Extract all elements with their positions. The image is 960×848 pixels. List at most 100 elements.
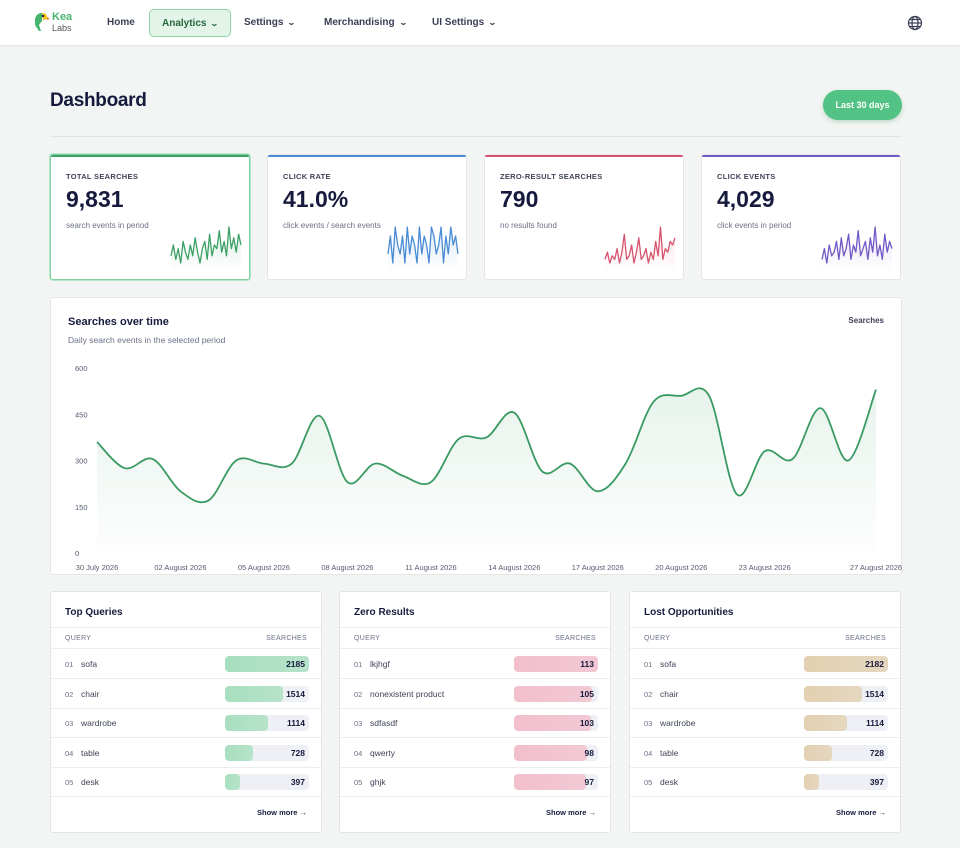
column-header-query: QUERY: [354, 635, 381, 642]
chevron-down-icon: ⌄: [398, 18, 408, 27]
table-row[interactable]: 02 nonexistent product 105: [340, 679, 610, 709]
logo-wordmark-top: Kea: [52, 11, 73, 23]
stat-subtext: click events in period: [717, 221, 792, 230]
searches-bar-fill: [514, 744, 587, 761]
x-tick-label: 27 August 2026: [850, 563, 902, 572]
stat-value: 4,029: [717, 186, 775, 212]
searches-line-chart[interactable]: 0 150 300 450 600 30 July 2026 02 August 2026 0…: [51, 298, 903, 576]
panel-title: Lost Opportunities: [644, 607, 734, 618]
stat-card-accent: [51, 155, 249, 157]
stat-card-total-searches[interactable]: TOTAL SEARCHES 9,831 search events in pe…: [50, 154, 250, 280]
sparkline-line: [821, 226, 893, 264]
table-row[interactable]: 03 wardrobe 1114: [51, 708, 321, 738]
nav-ui-settings[interactable]: UI Settings ⌄: [420, 9, 508, 37]
table-row[interactable]: 02 chair 1514: [51, 679, 321, 709]
parrot-logo-icon: [35, 13, 50, 31]
searches-count: 103: [579, 718, 594, 728]
sparkline: [604, 226, 676, 271]
table-row[interactable]: 01 lkjhgf 113: [340, 649, 610, 679]
searches-bar-fill: [804, 656, 888, 672]
row-index: 05: [65, 778, 74, 787]
table-row[interactable]: 05 ghjk 97: [340, 767, 610, 797]
show-more-link[interactable]: Show more →: [545, 808, 596, 817]
table-row[interactable]: 04 qwerty 98: [340, 738, 610, 768]
searches-bar-fill: [804, 715, 847, 731]
row-index: 04: [644, 748, 653, 758]
stat-card-click-events[interactable]: CLICK EVENTS 4,029 click events in perio…: [701, 154, 901, 280]
query-text: lkjhgf: [370, 659, 390, 669]
sparkline: [387, 226, 459, 271]
sparkline-line: [604, 226, 676, 264]
stat-value: 41.0%: [283, 186, 349, 212]
query-text: nonexistent product: [370, 688, 445, 699]
stat-card-click-rate[interactable]: CLICK RATE 41.0% click events / search e…: [267, 154, 467, 280]
query-text: qwerty: [370, 747, 396, 758]
column-header-searches: SEARCHES: [266, 635, 307, 642]
sparkline-line: [387, 226, 459, 264]
table-row[interactable]: 01 sofa 2182: [630, 649, 900, 679]
y-tick-label: 0: [75, 549, 79, 558]
searches-count: 728: [290, 747, 305, 758]
searches-bar-fill: [804, 774, 820, 790]
table-row[interactable]: 03 sdfasdf 103: [340, 708, 610, 738]
nav-analytics-label: Analytics: [162, 18, 207, 29]
searches-bar: 1114: [804, 715, 888, 731]
query-text: table: [81, 747, 100, 758]
nav-merchandising[interactable]: Merchandising ⌄: [312, 9, 418, 37]
query-text: sdfasdf: [370, 718, 398, 728]
chevron-down-icon: ⌄: [210, 19, 220, 28]
table-row[interactable]: 04 table 728: [630, 738, 900, 768]
table-row[interactable]: 05 desk 397: [630, 767, 900, 797]
nav-home[interactable]: Home: [95, 9, 147, 37]
show-more-link[interactable]: Show more →: [256, 808, 307, 817]
table-row[interactable]: 05 desk 397: [51, 767, 321, 797]
searches-series-line[interactable]: [96, 387, 877, 504]
top-navbar: Kea Labs Home Analytics ⌄ Settings ⌄ Merch…: [0, 0, 960, 45]
searches-bar: 1514: [804, 685, 888, 702]
searches-bar-fill: [225, 715, 268, 731]
chart-legend[interactable]: Searches: [848, 316, 884, 325]
date-range-button[interactable]: Last 30 days: [823, 90, 902, 120]
show-more-link[interactable]: Show more →: [835, 808, 886, 817]
kea-labs-logo[interactable]: Kea Labs: [32, 11, 76, 35]
stat-value: 9,831: [66, 186, 124, 212]
query-text: sofa: [660, 659, 677, 669]
row-index: 01: [644, 660, 653, 669]
x-tick-label: 11 August 2026: [405, 563, 457, 572]
searches-area-fill: [97, 388, 876, 553]
query-text: desk: [660, 777, 678, 787]
row-index: 03: [65, 719, 74, 728]
stat-subtext: search events in period: [66, 221, 149, 230]
table-row[interactable]: 03 wardrobe 1114: [630, 708, 900, 738]
globe-icon[interactable]: [907, 15, 923, 31]
table-row[interactable]: 01 sofa 2185: [51, 649, 321, 679]
searches-bar: 105: [514, 685, 598, 702]
x-tick-label: 20 August 2026: [655, 563, 707, 572]
row-index: 02: [65, 689, 74, 699]
column-header-query: QUERY: [644, 635, 671, 642]
logo-wordmark-bottom: Labs: [52, 23, 72, 33]
nav-settings[interactable]: Settings ⌄: [232, 9, 307, 37]
row-index: 01: [354, 660, 363, 669]
nav-home-label: Home: [107, 17, 135, 28]
panel-title: Zero Results: [354, 607, 415, 618]
top-queries-panel: Top Queries QUERY SEARCHES 01 sofa 2185 02 c…: [50, 591, 322, 833]
searches-bar-fill: [225, 744, 253, 761]
row-index: 02: [354, 689, 363, 699]
nav-analytics[interactable]: Analytics ⌄: [149, 9, 232, 37]
stat-label: TOTAL SEARCHES: [66, 172, 139, 181]
query-text: ghjk: [370, 777, 386, 787]
row-index: 05: [644, 778, 653, 787]
x-tick-label: 30 July 2026: [76, 563, 119, 572]
searches-bar: 98: [514, 744, 598, 761]
table-row[interactable]: 02 chair 1514: [630, 679, 900, 709]
searches-bar-fill: [225, 774, 241, 790]
searches-bar: 2182: [804, 656, 888, 672]
searches-bar-fill: [804, 744, 833, 761]
searches-bar: 397: [225, 774, 309, 790]
table-row[interactable]: 04 table 728: [51, 738, 321, 768]
stat-card-zero-result-searches[interactable]: ZERO-RESULT SEARCHES 790 no results foun…: [484, 154, 684, 280]
searches-bar-fill: [514, 656, 598, 672]
lost-opportunities-panel: Lost Opportunities QUERY SEARCHES 01 sofa…: [629, 591, 901, 833]
column-header-searches: SEARCHES: [845, 635, 886, 642]
